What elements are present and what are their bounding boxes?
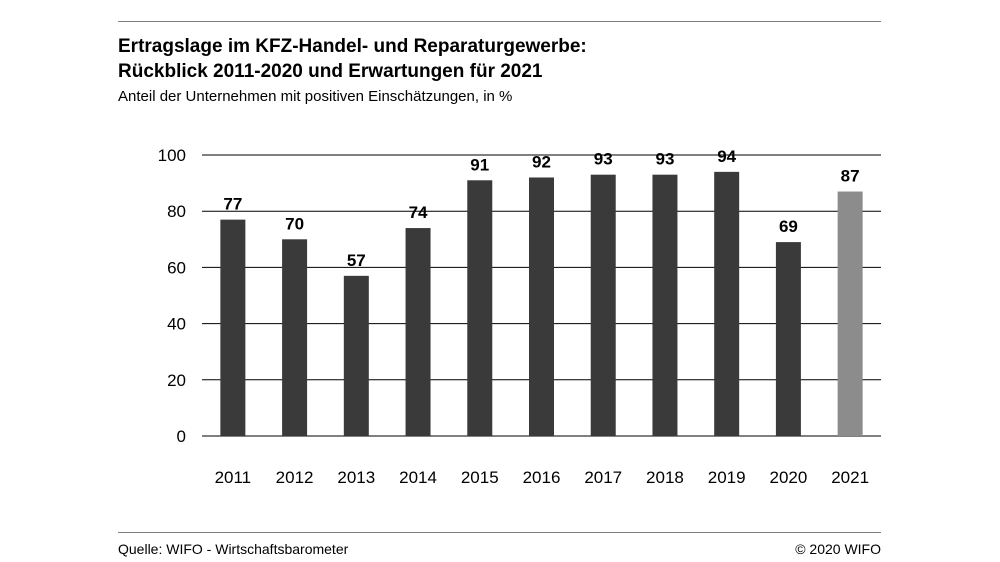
data-label-2016: 92 xyxy=(532,152,551,171)
bar-2016 xyxy=(529,177,554,437)
x-tick-label-2017: 2017 xyxy=(584,468,622,487)
x-tick-label-2015: 2015 xyxy=(461,468,499,487)
data-label-2018: 93 xyxy=(655,150,674,169)
data-label-2014: 74 xyxy=(409,203,428,222)
x-tick-label-2012: 2012 xyxy=(276,468,314,487)
bar-2013 xyxy=(343,275,369,436)
x-tick-label-2014: 2014 xyxy=(399,468,437,487)
y-tick-label: 20 xyxy=(167,371,186,390)
x-tick-label-2020: 2020 xyxy=(769,468,807,487)
bar-2017 xyxy=(590,174,616,437)
y-tick-label: 60 xyxy=(167,258,186,277)
data-label-2011: 77 xyxy=(223,195,242,214)
y-tick-label: 40 xyxy=(167,315,186,334)
x-tick-label-2013: 2013 xyxy=(337,468,375,487)
chart-title-line-2: Rückblick 2011-2020 und Erwartungen für … xyxy=(118,61,543,82)
x-tick-label-2016: 2016 xyxy=(523,468,561,487)
data-label-2012: 70 xyxy=(285,214,304,233)
source-note: Quelle: WIFO - Wirtschaftsbarometer xyxy=(118,541,349,557)
data-label-2019: 94 xyxy=(717,147,736,166)
data-label-2017: 93 xyxy=(594,150,613,169)
bar-2019 xyxy=(714,171,740,437)
bar-2015 xyxy=(467,180,493,436)
data-label-2020: 69 xyxy=(779,217,798,236)
chart-title: Ertragslage im KFZ-Handel- und Reparatur… xyxy=(118,34,587,84)
bar-2014 xyxy=(405,228,431,436)
y-tick-label: 80 xyxy=(167,202,186,221)
x-tick-label-2021: 2021 xyxy=(831,468,869,487)
data-label-2013: 57 xyxy=(347,251,366,270)
bar-2012 xyxy=(282,239,308,436)
chart-subtitle: Anteil der Unternehmen mit positiven Ein… xyxy=(118,88,513,105)
top-rule xyxy=(118,21,881,22)
data-label-2021: 87 xyxy=(841,167,860,186)
copyright-note: © 2020 WIFO xyxy=(795,541,881,557)
data-label-2015: 91 xyxy=(470,155,489,174)
y-tick-label: 100 xyxy=(158,146,186,165)
bar-2021 xyxy=(837,191,863,436)
x-tick-label-2018: 2018 xyxy=(646,468,684,487)
x-tick-label-2011: 2011 xyxy=(215,468,252,487)
bar-2011 xyxy=(220,219,246,436)
y-tick-label: 0 xyxy=(177,427,186,446)
bottom-rule xyxy=(118,532,881,533)
bar-2020 xyxy=(775,242,801,436)
chart-title-line-1: Ertragslage im KFZ-Handel- und Reparatur… xyxy=(118,36,587,57)
bar-2018 xyxy=(652,174,678,437)
x-tick-label-2019: 2019 xyxy=(708,468,746,487)
